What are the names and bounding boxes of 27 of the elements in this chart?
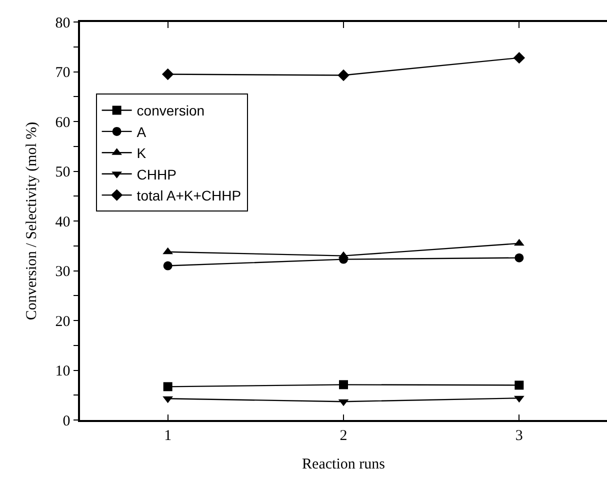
- point: [163, 382, 172, 392]
- legend-label: total A+K+CHHP: [136, 188, 242, 204]
- point: [514, 380, 524, 390]
- y-tick-label: 70: [55, 65, 70, 81]
- y-tick-label: 0: [62, 413, 70, 430]
- x-axis-title: Reaction runs: [302, 456, 386, 472]
- legend-label: CHHP: [136, 166, 176, 182]
- y-tick-label: 40: [55, 214, 70, 230]
- x-tick-label: 2: [340, 428, 348, 444]
- point: [513, 52, 526, 64]
- y-tick-label: 50: [55, 164, 70, 180]
- y-tick-label: 10: [55, 364, 70, 380]
- y-tick-label: 60: [55, 114, 70, 131]
- point: [338, 69, 350, 82]
- x-tick-label: 1: [164, 428, 172, 444]
- y-tick-label: 30: [55, 264, 70, 280]
- y-tick-label: 20: [55, 314, 70, 330]
- y-tick-label: 80: [55, 15, 70, 32]
- legend-label: conversion: [136, 102, 205, 119]
- y-axis-title: Conversion / Selectivity (mol %): [24, 122, 40, 320]
- point: [162, 68, 174, 80]
- point: [514, 253, 524, 262]
- point: [339, 380, 348, 390]
- point: [163, 261, 172, 270]
- x-tick-label: 3: [515, 428, 523, 444]
- legend-label: A: [136, 124, 147, 140]
- legend-label: K: [136, 145, 147, 162]
